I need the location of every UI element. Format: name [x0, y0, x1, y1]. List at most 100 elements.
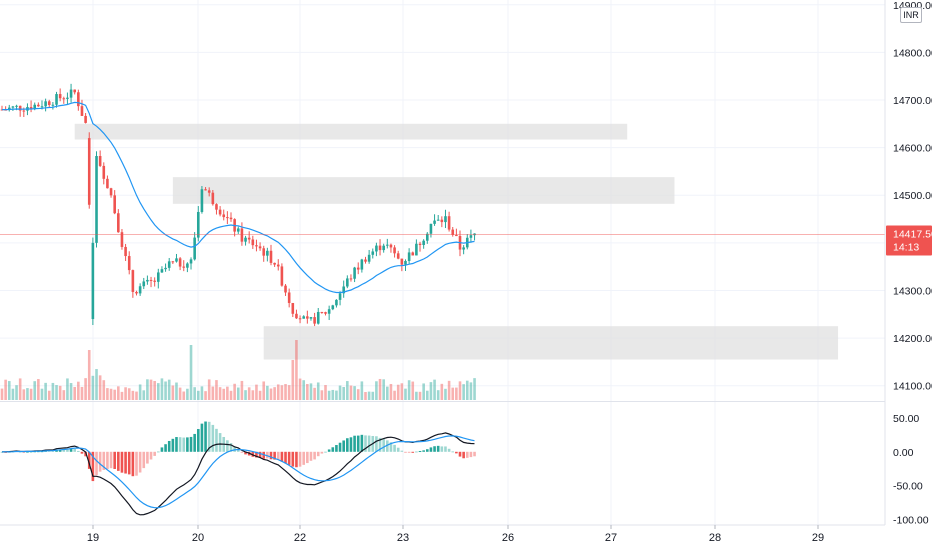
candle-body	[251, 239, 255, 246]
candle-body	[222, 214, 226, 218]
candle-body	[215, 204, 218, 210]
volume-bar	[120, 391, 124, 400]
candle-body	[106, 178, 109, 189]
candle-body	[69, 89, 73, 98]
volume-bar	[124, 387, 127, 400]
candle-body	[204, 189, 207, 191]
volume-bar	[44, 382, 47, 400]
volume-bar	[236, 387, 240, 400]
candle-body	[7, 107, 11, 110]
candle-body	[22, 110, 26, 112]
candle-body	[58, 94, 62, 99]
macd-histogram-bar	[415, 451, 418, 453]
candle-body	[124, 246, 127, 257]
candle-body	[196, 211, 200, 238]
price-tick-label: 14200.00	[893, 333, 932, 345]
volume-bar	[146, 379, 149, 400]
candle-body	[407, 252, 411, 261]
candle-body	[316, 311, 320, 324]
volume-bar	[131, 390, 135, 400]
volume-bar	[193, 387, 196, 400]
macd-histogram-bar	[346, 438, 349, 452]
volume-bar	[251, 390, 255, 400]
macd-histogram-bar	[22, 451, 26, 453]
volume-bar	[196, 390, 200, 400]
volume-bar	[77, 381, 80, 400]
candle-body	[142, 281, 146, 287]
candle-body	[306, 316, 309, 319]
macd-histogram-bar	[302, 451, 306, 465]
volume-bar	[37, 379, 40, 400]
macd-histogram-bar	[360, 434, 364, 452]
candle-body	[429, 223, 433, 234]
candle-body	[393, 247, 396, 254]
macd-histogram-bar	[84, 451, 87, 457]
currency-label[interactable]: INR	[900, 7, 922, 23]
macd-histogram-bar	[149, 451, 153, 460]
candle-body	[167, 261, 171, 268]
candle-body	[273, 262, 276, 265]
volume-bar	[109, 388, 113, 400]
candle-body	[95, 156, 98, 243]
volume-bar	[178, 387, 182, 400]
macd-histogram-bar	[51, 450, 55, 452]
date-label: 22	[294, 532, 306, 544]
candle-body	[175, 258, 178, 262]
macd-histogram-bar	[186, 437, 189, 452]
macd-histogram-bar	[218, 433, 222, 452]
zone-box	[172, 177, 675, 204]
volume-bar	[458, 381, 462, 400]
candle-body	[433, 220, 436, 224]
macd-histogram-bar	[422, 450, 425, 452]
candle-body	[247, 237, 251, 240]
macd-histogram-bar	[327, 449, 331, 452]
macd-histogram-bar	[66, 449, 69, 452]
macd-histogram-bar	[146, 451, 149, 464]
candle-body	[422, 240, 425, 245]
volume-bar	[73, 386, 76, 400]
volume-bar	[291, 360, 295, 400]
macd-histogram-bar	[338, 442, 342, 452]
volume-bar	[189, 345, 193, 400]
volume-bar	[186, 388, 189, 400]
volume-bar	[113, 389, 116, 400]
macd-histogram-bar	[393, 444, 396, 452]
macd-histogram-bar	[320, 451, 324, 454]
candle-body	[189, 259, 193, 264]
macd-histogram-bar	[127, 451, 131, 475]
macd-histogram-bar	[164, 444, 167, 452]
macd-histogram-bar	[444, 446, 447, 452]
candle-body	[371, 251, 375, 255]
candle-body	[342, 286, 345, 294]
macd-histogram-bar	[87, 451, 91, 469]
macd-histogram-bar	[291, 451, 295, 467]
supply-demand-zones	[74, 123, 839, 360]
volume-bar	[240, 380, 244, 400]
volume-bar	[211, 386, 215, 400]
volume-bar	[447, 380, 451, 400]
volume-bar	[40, 388, 44, 400]
volume-bar	[226, 386, 229, 400]
macd-histogram-bar	[153, 451, 156, 456]
candle-body	[157, 272, 160, 282]
candle-body	[113, 195, 116, 214]
volume-bar	[382, 379, 385, 400]
volume-bar	[298, 378, 302, 400]
volume-bar	[306, 384, 309, 400]
candle-body	[11, 106, 15, 108]
candle-body	[164, 267, 167, 270]
macd-histogram-bar	[462, 451, 465, 459]
candle-body	[91, 242, 95, 320]
volume-bar	[287, 385, 291, 400]
volume-bar	[51, 382, 55, 400]
candle-body	[84, 115, 87, 123]
candle-body	[102, 165, 106, 179]
volume-bar	[18, 378, 22, 400]
volume-bar	[393, 390, 396, 400]
volume-bar	[451, 387, 455, 400]
volume-bar	[218, 387, 222, 400]
macd-histogram-bar	[465, 451, 469, 458]
volume-bar	[87, 350, 91, 400]
volume-bar	[396, 384, 400, 400]
